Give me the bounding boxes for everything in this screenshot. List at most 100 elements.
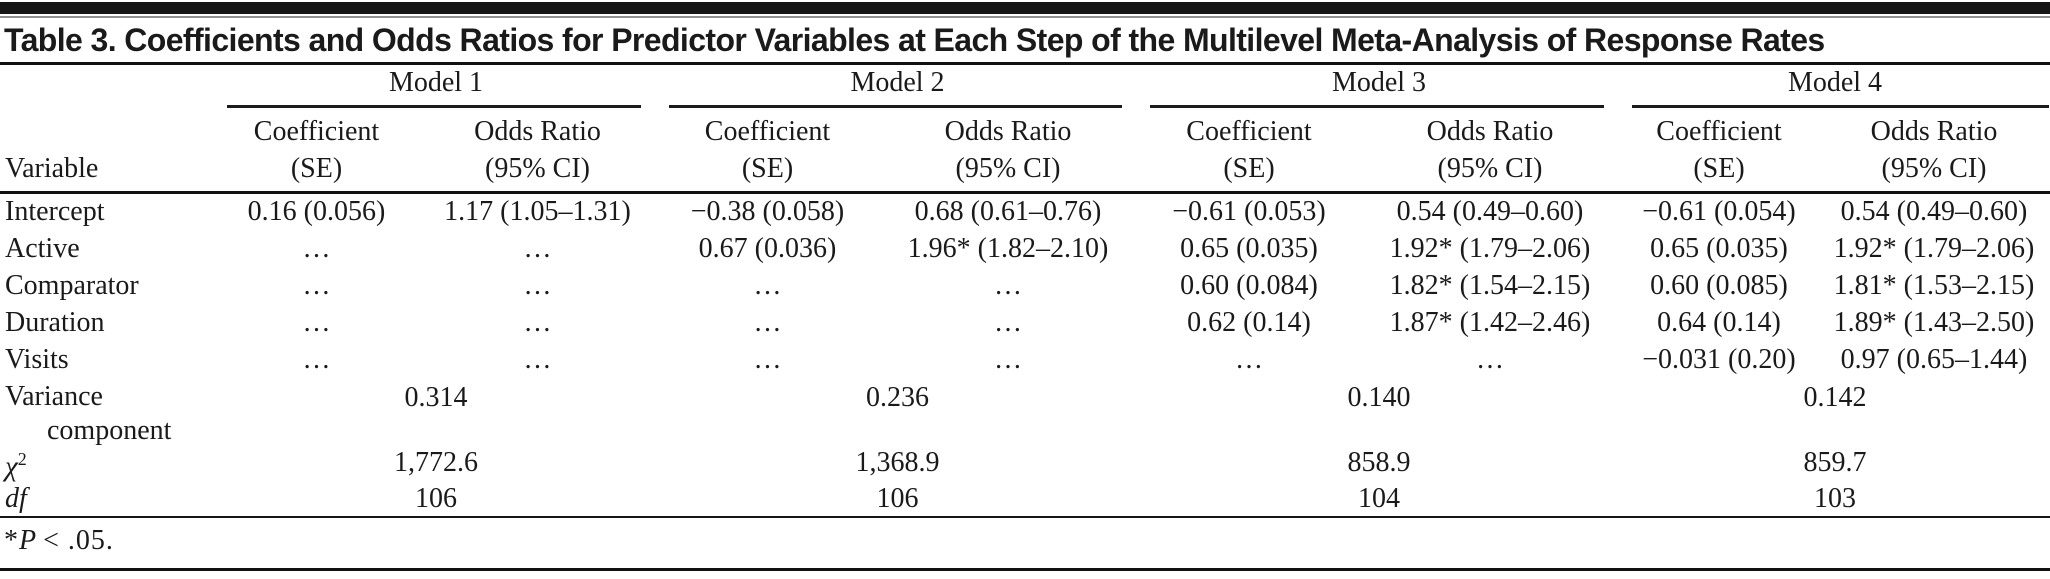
row-label: Intercept	[5, 196, 105, 228]
table-cell: −0.38 (0.058)	[690, 196, 845, 228]
table-cell: 106	[415, 483, 457, 514]
table-cell: 0.54 (0.49–0.60)	[1396, 196, 1584, 228]
model-header-row: Model 1 Model 2 Model 3 Model 4	[0, 65, 2050, 108]
table-cell: …	[753, 344, 782, 376]
table-cell: …	[302, 344, 331, 376]
row-label: Visits	[5, 344, 69, 376]
table-cell: 0.62 (0.14)	[1187, 307, 1311, 339]
top-border-thin-line	[0, 16, 2050, 18]
row-label-chi-square: component χ2	[0, 415, 215, 483]
model-3-group-header: Model 3	[1138, 65, 1620, 108]
table-cell: 0.140	[1347, 381, 1411, 413]
table-row-duration: Duration … … … … 0.62 (0.14) 1.87* (1.42…	[0, 305, 2050, 342]
row-label: Active	[5, 233, 80, 265]
model-1-group-header: Model 1	[215, 65, 657, 108]
table-cell: 0.67 (0.036)	[698, 233, 837, 265]
title-rule	[0, 62, 2050, 65]
table-cell: 1.89* (1.43–2.50)	[1833, 307, 2035, 339]
row-label: Duration	[5, 307, 105, 339]
m3-odds-ratio-header: Odds Ratio (95% CI)	[1426, 116, 1554, 184]
table-cell: …	[1476, 344, 1504, 376]
model-1-rule	[227, 105, 641, 108]
top-border-bar	[0, 2, 2050, 14]
table-cell: 0.97 (0.65–1.44)	[1840, 344, 2028, 376]
model-4-group-header: Model 4	[1620, 65, 2050, 108]
footnote-p-symbol: P	[19, 525, 37, 556]
model-1-label: Model 1	[388, 67, 484, 98]
table-cell: 0.236	[866, 381, 929, 413]
variable-column-header: Variable	[5, 153, 99, 184]
table-cell: …	[302, 270, 331, 302]
table-cell: …	[302, 233, 331, 265]
footnote-star: *	[4, 525, 18, 556]
table-cell: 0.60 (0.085)	[1650, 270, 1788, 302]
bottom-border-rule	[0, 568, 2050, 571]
header-body-rule	[0, 191, 2050, 194]
row-label: Comparator	[5, 270, 139, 302]
table-cell: 1.87* (1.42–2.46)	[1389, 307, 1591, 339]
table-row-intercept: Intercept 0.16 (0.056) 1.17 (1.05–1.31) …	[0, 194, 2050, 231]
table-cell: −0.61 (0.053)	[1172, 196, 1326, 228]
table-cell: …	[1235, 344, 1263, 376]
table-cell: 104	[1358, 483, 1400, 514]
model-2-group-header: Model 2	[657, 65, 1138, 108]
table-row-chi-square-component: component χ2 1,772.6 1,368.9 858.9 859.7	[0, 416, 2050, 482]
table-cell: 106	[876, 483, 919, 514]
table-cell: 1,368.9	[855, 447, 940, 478]
row-label: Variance	[5, 381, 103, 413]
m4-coefficient-header: Coefficient (SE)	[1656, 116, 1782, 184]
m1-coefficient-header: Coefficient (SE)	[253, 116, 380, 184]
table-row-df: df 106 106 104 103	[0, 482, 2050, 516]
table-cell: 103	[1814, 483, 1856, 514]
table-cell: …	[753, 307, 782, 339]
m4-odds-ratio-header: Odds Ratio (95% CI)	[1870, 116, 1998, 184]
model-3-label: Model 3	[1331, 67, 1427, 98]
table-cell: −0.031 (0.20)	[1642, 344, 1796, 376]
table-cell: 858.9	[1347, 447, 1411, 478]
table-row-active: Active … … 0.67 (0.036) 1.96* (1.82–2.10…	[0, 231, 2050, 268]
table-cell: 1.82* (1.54–2.15)	[1389, 270, 1591, 302]
table-cell: 0.64 (0.14)	[1657, 307, 1781, 339]
column-header-row: Variable Coefficient (SE) Odds Ratio (95…	[0, 108, 2050, 191]
table-cell: 1.96* (1.82–2.10)	[907, 233, 1109, 265]
m3-coefficient-header: Coefficient (SE)	[1186, 116, 1312, 184]
empty-corner-cell	[0, 65, 215, 108]
table-cell: …	[994, 307, 1022, 339]
table-cell: …	[753, 270, 782, 302]
m1-odds-ratio-header: Odds Ratio (95% CI)	[474, 116, 601, 184]
model-2-label: Model 2	[850, 67, 945, 98]
table-cell: …	[523, 233, 552, 265]
table-cell: 0.60 (0.084)	[1180, 270, 1318, 302]
table-cell: 1.81* (1.53–2.15)	[1833, 270, 2035, 302]
footnote: * P < .05.	[0, 518, 2050, 564]
model-4-rule	[1632, 105, 2049, 108]
table-cell: …	[302, 307, 331, 339]
table-cell: 0.65 (0.035)	[1650, 233, 1788, 265]
table-cell: 0.314	[404, 381, 468, 413]
model-3-rule	[1150, 105, 1604, 108]
chi-square-component-word: component	[47, 415, 172, 447]
chi-square-symbol: χ2	[5, 449, 27, 483]
table-cell: …	[994, 270, 1022, 302]
table-cell: 0.16 (0.056)	[247, 196, 386, 228]
table-cell: …	[994, 344, 1022, 376]
table-cell: 0.68 (0.61–0.76)	[914, 196, 1102, 228]
table-cell: −0.61 (0.054)	[1642, 196, 1796, 228]
table-row-visits: Visits … … … … … … −0.031 (0.20) 0.97 (0…	[0, 342, 2050, 379]
table-title: Table 3. Coefficients and Odds Ratios fo…	[4, 21, 1825, 58]
table-cell: …	[523, 344, 552, 376]
m2-odds-ratio-header: Odds Ratio (95% CI)	[944, 116, 1072, 184]
table-cell: 1,772.6	[394, 447, 478, 478]
table-cell: 859.7	[1803, 447, 1867, 478]
table-cell: 0.65 (0.035)	[1180, 233, 1318, 265]
table-cell: 0.142	[1803, 381, 1867, 413]
m2-coefficient-header: Coefficient (SE)	[704, 116, 831, 184]
model-2-rule	[669, 105, 1122, 108]
table-row-comparator: Comparator … … … … 0.60 (0.084) 1.82* (1…	[0, 268, 2050, 305]
table-cell: …	[523, 270, 552, 302]
footnote-rule	[0, 516, 2050, 518]
table-cell: 1.92* (1.79–2.06)	[1389, 233, 1591, 265]
table-cell: 1.92* (1.79–2.06)	[1833, 233, 2035, 265]
table-row-variance: Variance 0.314 0.236 0.140 0.142	[0, 379, 2050, 416]
